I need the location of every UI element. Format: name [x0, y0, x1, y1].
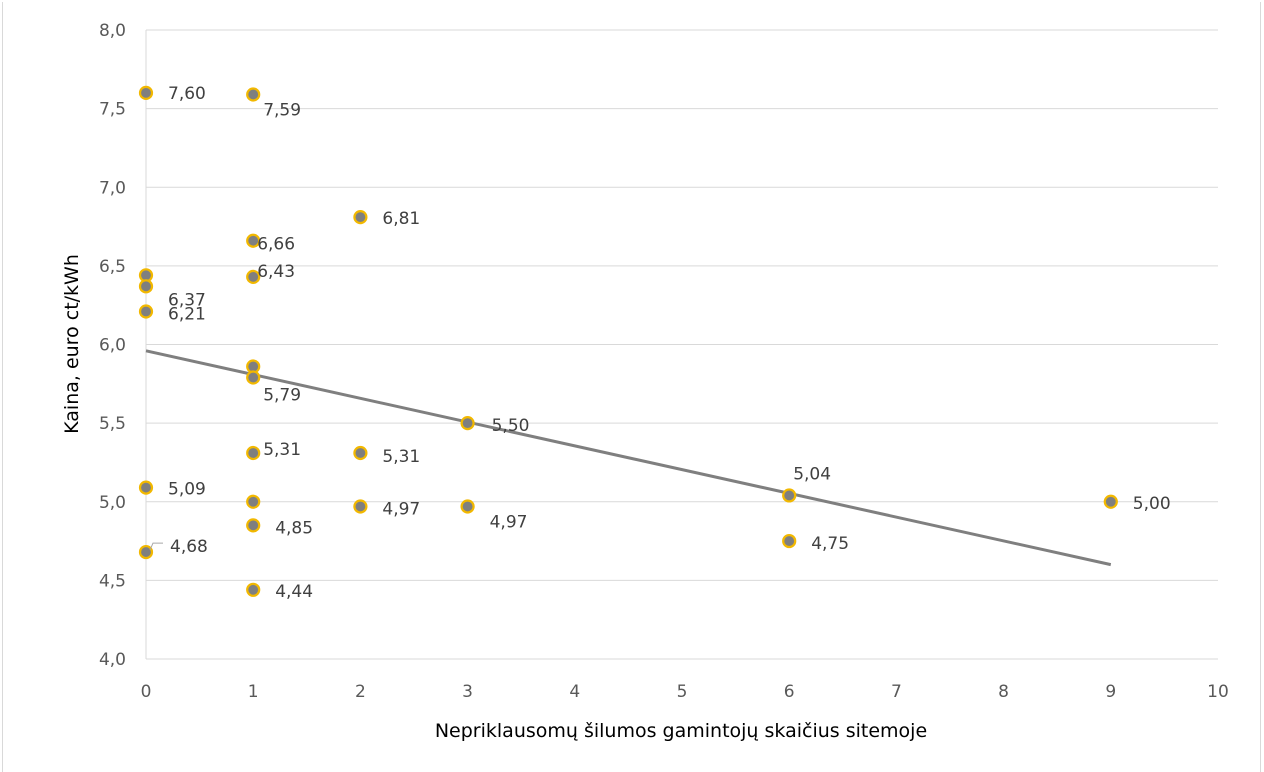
data-label: 4,97: [490, 512, 528, 532]
data-label: 6,66: [257, 235, 295, 255]
data-label: 6,21: [168, 304, 206, 324]
y-tick-label: 4,0: [99, 650, 126, 670]
x-tick-label: 6: [784, 682, 795, 702]
data-label: 7,59: [263, 100, 301, 120]
x-tick-label: 5: [677, 682, 688, 702]
data-label: 5,79: [263, 386, 301, 406]
y-tick-label: 7,5: [99, 100, 126, 120]
data-label: 5,04: [793, 464, 831, 484]
data-point: [138, 304, 154, 319]
data-point: [460, 499, 475, 514]
data-point: [460, 416, 475, 431]
data-label: 5,31: [263, 440, 301, 460]
data-point: [246, 269, 261, 284]
data-label: 4,85: [275, 518, 313, 538]
y-tick-label: 7,0: [99, 178, 126, 198]
data-point: [246, 87, 261, 102]
data-label: 4,97: [382, 499, 420, 519]
data-label: 4,75: [811, 534, 849, 554]
data-label: 5,09: [168, 480, 206, 500]
data-point: [782, 488, 797, 503]
x-tick-label: 10: [1207, 682, 1229, 702]
y-tick-label: 6,5: [99, 257, 126, 277]
x-axis-label: Nepriklausomų šilumos gamintojų skaičius…: [435, 720, 927, 742]
y-tick-label: 4,5: [99, 571, 126, 591]
data-label: 4,44: [275, 582, 313, 602]
x-tick-label: 0: [141, 682, 152, 702]
x-tick-label: 2: [355, 682, 366, 702]
data-point: [246, 445, 261, 461]
x-tick-label: 3: [462, 682, 473, 702]
data-label: 5,50: [492, 416, 530, 436]
y-axis-label: Kaina, euro ct/kWh: [61, 254, 83, 434]
data-point: [1103, 494, 1118, 509]
data-point: [782, 533, 797, 549]
data-label: 4,68: [170, 537, 208, 557]
data-label: 6,81: [382, 209, 420, 229]
x-tick-label: 8: [998, 682, 1009, 702]
x-tick-label: 7: [891, 682, 902, 702]
data-point: [353, 210, 368, 225]
data-label: 6,43: [257, 262, 295, 282]
x-tick-label: 1: [248, 682, 259, 702]
data-point: [138, 279, 154, 294]
data-label: 5,31: [382, 447, 420, 467]
data-point: [246, 582, 261, 597]
data-point: [246, 233, 261, 248]
data-label: 5,00: [1133, 494, 1171, 514]
data-point: [138, 544, 154, 560]
data-point: [138, 85, 154, 101]
data-points: [138, 85, 1118, 597]
leader-line: [149, 542, 163, 551]
trendline: [145, 349, 1112, 567]
data-point: [246, 494, 261, 509]
data-label: 6,37: [168, 290, 206, 310]
y-tick-label: 5,0: [99, 493, 126, 513]
data-point: [138, 480, 154, 495]
data-label: 7,60: [168, 84, 206, 104]
trendline-group: [145, 349, 1112, 567]
gridlines: [146, 29, 1218, 581]
data-point: [246, 518, 261, 533]
y-tick-label: 6,0: [99, 336, 126, 356]
data-point: [353, 445, 368, 461]
x-tick-label: 9: [1105, 682, 1116, 702]
y-tick-label: 5,5: [99, 414, 126, 434]
tick-labels: 4,0 4,5 5,0 5,5 6,0 6,5 7,0 7,5 8,0 0 1 2 3 4 5 6 7 8 9 10: [99, 21, 1229, 702]
data-labels: 7,60 6,376,21 5,09 4,68 7,59 6,66 6,43 5,79 5,31…: [149, 84, 1171, 602]
data-point: [353, 499, 368, 514]
data-point: [246, 370, 261, 385]
y-tick-label: 8,0: [99, 21, 126, 41]
x-tick-label: 4: [569, 682, 580, 702]
